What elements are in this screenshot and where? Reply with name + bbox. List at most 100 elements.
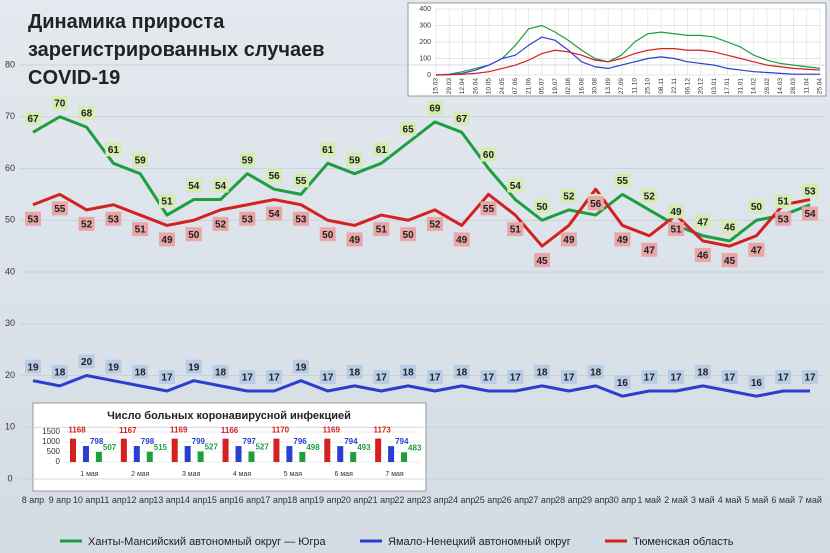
label-box [668, 204, 685, 219]
y-tick-label: 50 [5, 215, 15, 225]
x-tick-label: 20.12 [698, 78, 705, 95]
y-tick-label: 30 [5, 318, 15, 328]
data-label: 17 [778, 373, 790, 384]
bar [82, 446, 89, 462]
data-label: 61 [376, 145, 388, 156]
y-tick-label: 100 [419, 55, 431, 62]
data-label: 18 [697, 367, 709, 378]
label-box [480, 201, 497, 216]
label-box [373, 142, 390, 157]
data-label: 18 [349, 367, 361, 378]
bar [248, 451, 255, 462]
x-tick-label: 9 апр [48, 495, 71, 505]
label-box [25, 111, 41, 126]
label-box [185, 359, 202, 374]
bar [273, 438, 280, 462]
x-tick-label: 5 май [744, 495, 769, 505]
data-label: 18 [456, 367, 468, 378]
label-box [132, 364, 149, 379]
label-box [185, 178, 202, 193]
label-box [292, 359, 309, 374]
data-label: 50 [403, 230, 415, 241]
label-box [560, 370, 577, 385]
data-label: 53 [27, 214, 39, 225]
bar [235, 446, 242, 462]
label-box [51, 364, 68, 379]
data-label: 17 [510, 373, 522, 384]
x-tick-label: 11 апр [100, 495, 127, 505]
label-box [426, 100, 443, 115]
data-label: 51 [670, 225, 682, 236]
data-label: 51 [161, 197, 173, 208]
label-box [346, 232, 363, 247]
data-label: 54 [804, 209, 816, 220]
data-label: 797 [243, 437, 257, 446]
data-label: 50 [751, 202, 763, 213]
label-box [185, 227, 202, 242]
x-tick-label: 1 май [637, 495, 662, 505]
label-box [78, 216, 95, 231]
x-tick-label: 31.01 [737, 78, 744, 95]
data-label: 49 [456, 235, 468, 246]
label-box [105, 211, 122, 226]
data-label: 18 [403, 367, 415, 378]
label-box [453, 364, 470, 379]
legend-label: Тюменская область [633, 536, 734, 548]
x-tick-label: 29 апр [581, 495, 610, 505]
x-tick-label: 07.06 [512, 78, 519, 95]
y-tick-label: 500 [47, 447, 61, 456]
data-label: 52 [215, 220, 227, 231]
data-label: 16 [617, 378, 629, 389]
x-tick-label: 23 апр [421, 495, 449, 505]
data-label: 1169 [170, 426, 188, 435]
data-label: 53 [804, 186, 816, 197]
y-tick-label: 0 [427, 72, 431, 79]
data-label: 18 [215, 367, 227, 378]
data-label: 61 [108, 145, 120, 156]
label-box [105, 359, 122, 374]
label-box [748, 242, 765, 257]
data-label: 52 [429, 220, 441, 231]
data-label: 1167 [119, 426, 137, 435]
label-box [158, 232, 175, 247]
data-label: 19 [108, 362, 120, 373]
data-label: 1170 [272, 426, 290, 435]
data-label: 53 [778, 214, 790, 225]
label-box [534, 364, 551, 379]
label-box [25, 359, 41, 374]
x-tick-label: 16.08 [578, 78, 585, 95]
label-box [212, 216, 229, 231]
data-label: 17 [269, 373, 281, 384]
bar [197, 451, 204, 462]
data-label: 54 [215, 181, 227, 192]
x-tick-label: 10.05 [486, 78, 493, 95]
data-label: 59 [135, 155, 147, 166]
bar [146, 451, 153, 462]
data-label: 527 [255, 443, 269, 452]
data-label: 55 [617, 176, 629, 187]
x-tick-label: 5 мая [284, 471, 303, 478]
x-tick-label: 7 мая [385, 471, 404, 478]
label-box [560, 188, 577, 203]
label-box [802, 206, 818, 221]
bar [388, 446, 395, 462]
x-tick-label: 12 апр [126, 495, 154, 505]
data-label: 17 [242, 373, 254, 384]
data-label: 18 [537, 367, 549, 378]
x-tick-label: 02.08 [565, 78, 572, 95]
label-box [78, 106, 95, 121]
data-label: 493 [357, 443, 371, 452]
x-tick-label: 14.02 [751, 78, 758, 95]
label-box [51, 201, 68, 216]
data-label: 54 [188, 181, 200, 192]
bar [350, 452, 357, 462]
label-box [694, 364, 711, 379]
label-box [641, 188, 658, 203]
label-box [721, 219, 738, 234]
x-tick-label: 26 апр [501, 495, 529, 505]
label-box [292, 211, 309, 226]
label-box [292, 173, 309, 188]
series-line [32, 187, 811, 248]
label-box [346, 364, 363, 379]
data-label: 56 [590, 199, 602, 210]
